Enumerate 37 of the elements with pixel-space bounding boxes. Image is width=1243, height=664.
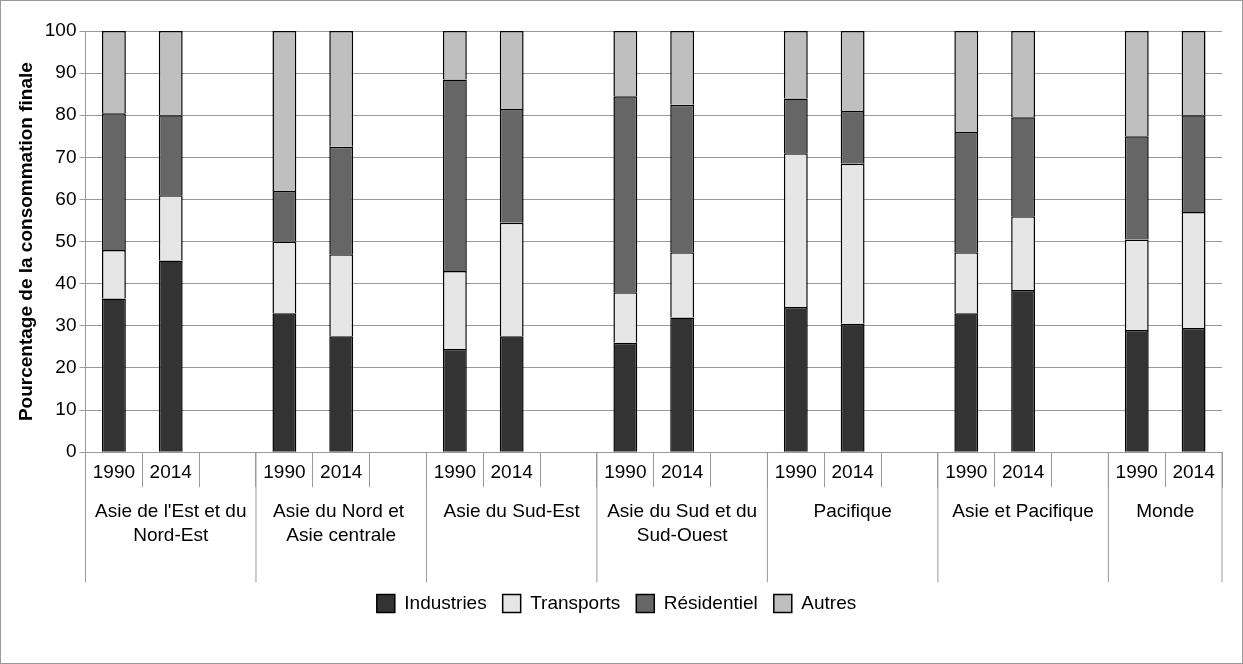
x-tick-label: 1990 xyxy=(92,460,136,482)
y-tick-label: 100 xyxy=(44,19,77,41)
text: Monde xyxy=(1136,499,1195,521)
y-tick-label: 0 xyxy=(65,440,77,462)
x-tick-label: 1990 xyxy=(945,460,988,482)
x-tick-label: 1990 xyxy=(1115,460,1158,482)
y-tick-label: 50 xyxy=(55,229,77,251)
legend-label: Transports xyxy=(530,591,621,613)
y-tick-label: 70 xyxy=(55,145,77,167)
legend-label: Autres xyxy=(801,591,857,613)
text: Asie du Nord et Asie centrale xyxy=(273,499,410,545)
x-tick-label: 2014 xyxy=(149,460,193,482)
x-tick-label: 2014 xyxy=(320,460,363,482)
legend-label: Résidentiel xyxy=(663,591,758,613)
x-tick-label: 1990 xyxy=(774,460,817,482)
x-tick-label: 1990 xyxy=(263,460,306,482)
x-tick-label: 1990 xyxy=(433,460,476,482)
x-tick-label: 1990 xyxy=(604,460,647,482)
y-tick-label: 60 xyxy=(55,187,77,209)
text: Asie du Sud et du Sud-Ouest xyxy=(607,499,758,545)
text: Asie du Sud-Est xyxy=(443,499,581,521)
legend-label: Industries xyxy=(404,591,487,613)
x-tick-label: 2014 xyxy=(490,460,534,482)
y-tick-label: 80 xyxy=(55,103,77,125)
y-tick-label: 90 xyxy=(55,61,77,83)
y-tick-label: 10 xyxy=(55,398,77,420)
text: Pacifique xyxy=(813,499,892,521)
y-tick-label: 20 xyxy=(55,356,77,378)
y-tick-label: 30 xyxy=(55,314,77,336)
x-tick-label: 2014 xyxy=(831,460,875,482)
x-tick-label: 2014 xyxy=(1172,460,1216,482)
x-tick-label: 2014 xyxy=(661,460,704,482)
text: Asie et Pacifique xyxy=(952,499,1094,521)
x-tick-label: 2014 xyxy=(1001,460,1045,482)
y-axis-title: Pourcentage de la consommation finale xyxy=(14,62,36,422)
text: Asie de l'Est et du Nord-Est xyxy=(94,499,247,545)
y-tick-label: 40 xyxy=(55,271,77,293)
